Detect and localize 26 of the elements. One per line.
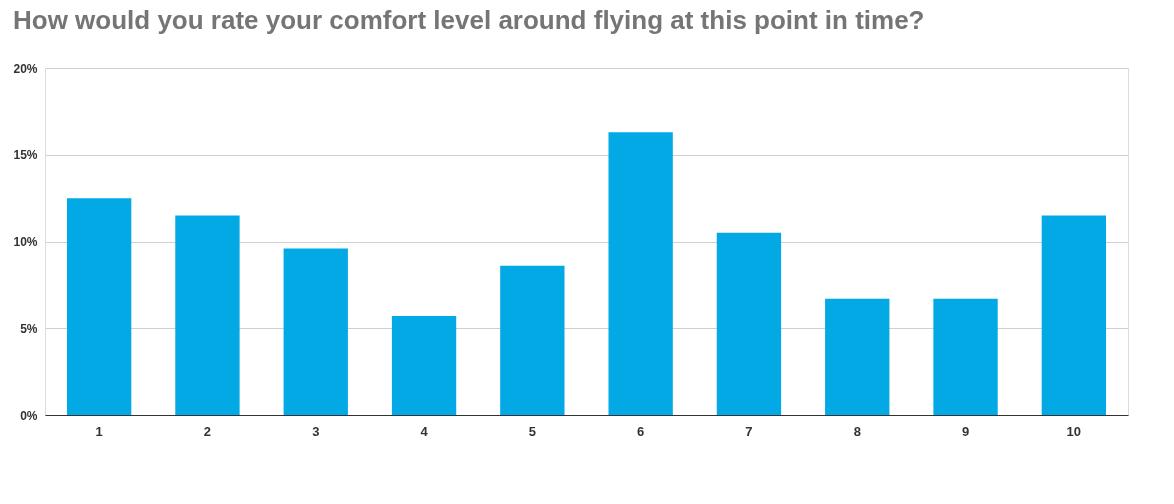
bar bbox=[283, 248, 348, 415]
y-tick-label: 5% bbox=[20, 321, 38, 336]
x-tick-label: 6 bbox=[637, 423, 645, 439]
y-tick-label: 0% bbox=[20, 408, 38, 423]
bar bbox=[391, 316, 457, 415]
bar bbox=[66, 198, 132, 415]
bar bbox=[825, 298, 890, 415]
x-tick-label: 3 bbox=[312, 423, 320, 439]
bar bbox=[175, 215, 240, 415]
y-tick-label: 10% bbox=[13, 235, 38, 249]
y-tick-label: 15% bbox=[13, 148, 38, 163]
x-tick-label: 4 bbox=[420, 423, 429, 439]
x-tick-label: 9 bbox=[961, 423, 970, 439]
x-tick-label: 2 bbox=[203, 423, 212, 439]
x-tick-label: 1 bbox=[95, 423, 103, 439]
x-tick-label: 8 bbox=[853, 423, 861, 439]
x-tick-label: 7 bbox=[745, 423, 753, 439]
x-tick-label: 10 bbox=[1066, 423, 1082, 439]
bar bbox=[933, 298, 998, 415]
chart-title: How would you rate your comfort level around flying at this point in time? bbox=[12, 5, 925, 35]
bar bbox=[1041, 215, 1107, 415]
y-tick-label: 20% bbox=[13, 61, 38, 76]
x-tick-label: 5 bbox=[528, 423, 536, 439]
bar bbox=[500, 265, 565, 415]
bar bbox=[716, 232, 782, 415]
bar bbox=[608, 132, 673, 415]
